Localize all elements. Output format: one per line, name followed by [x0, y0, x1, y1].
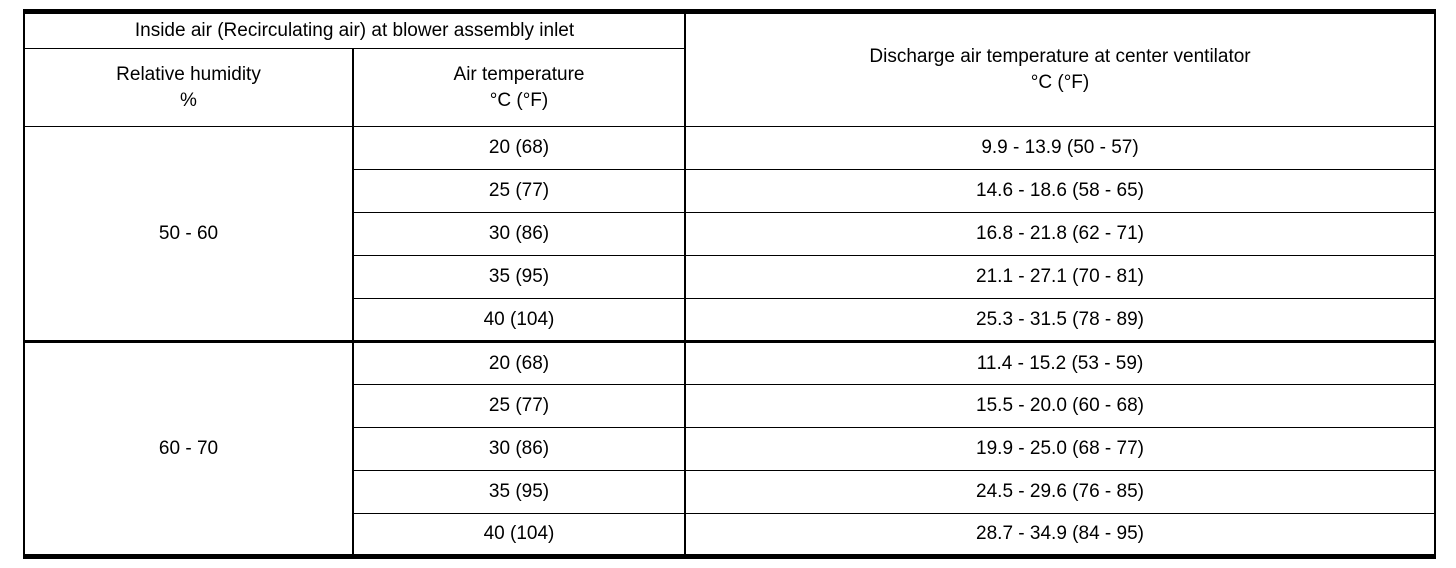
discharge-cell: 25.3 - 31.5 (78 - 89) — [684, 298, 1437, 342]
header-airtemp: Air temperature °C (°F) — [351, 48, 687, 127]
header-discharge: Discharge air temperature at center vent… — [684, 11, 1437, 127]
table-row: 40 (104) 25.3 - 31.5 (78 - 89) — [24, 298, 1437, 342]
discharge-cell: 24.5 - 29.6 (76 - 85) — [684, 470, 1437, 514]
temperature-spec-table: Inside air (Recirculating air) at blower… — [22, 9, 1437, 559]
airtemp-cell: 35 (95) — [351, 255, 687, 299]
header-airtemp-title: Air temperature — [453, 63, 585, 85]
airtemp-cell: 20 (68) — [351, 340, 687, 385]
header-row-columns: Relative humidity % Air temperature °C (… — [23, 48, 1435, 127]
discharge-cell: 19.9 - 25.0 (68 - 77) — [684, 427, 1437, 471]
discharge-cell: 14.6 - 18.6 (58 - 65) — [684, 169, 1437, 213]
discharge-cell: 15.5 - 20.0 (60 - 68) — [684, 384, 1437, 428]
header-discharge-title: Discharge air temperature at center vent… — [869, 46, 1251, 68]
airtemp-cell: 40 (104) — [351, 513, 687, 557]
header-row-group: Inside air (Recirculating air) at blower… — [22, 11, 1437, 127]
table-row: 30 (86) 19.9 - 25.0 (68 - 77) — [24, 427, 1437, 471]
airtemp-cell: 25 (77) — [351, 384, 687, 428]
humidity-cell: 50 - 60 — [23, 126, 354, 342]
discharge-cell: 21.1 - 27.1 (70 - 81) — [684, 255, 1437, 299]
discharge-cell: 9.9 - 13.9 (50 - 57) — [684, 126, 1437, 170]
table-row: 35 (95) 21.1 - 27.1 (70 - 81) — [24, 255, 1437, 299]
table-row: 60 - 70 20 (68) 11.4 - 15.2 (53 - 59) — [23, 340, 1437, 557]
header-humidity-unit: % — [180, 89, 197, 111]
discharge-cell: 16.8 - 21.8 (62 - 71) — [684, 212, 1437, 256]
humidity-cell: 60 - 70 — [23, 340, 354, 557]
header-humidity-title: Relative humidity — [116, 63, 261, 85]
header-discharge-unit: °C (°F) — [1030, 72, 1090, 93]
table-row: 30 (86) 16.8 - 21.8 (62 - 71) — [24, 212, 1437, 256]
discharge-cell: 11.4 - 15.2 (53 - 59) — [684, 340, 1437, 385]
airtemp-cell: 25 (77) — [351, 169, 687, 213]
table-row: 40 (104) 28.7 - 34.9 (84 - 95) — [24, 513, 1437, 557]
header-humidity: Relative humidity % — [23, 48, 354, 127]
airtemp-cell: 35 (95) — [351, 470, 687, 514]
table-row: 35 (95) 24.5 - 29.6 (76 - 85) — [24, 470, 1437, 514]
header-airtemp-unit: °C (°F) — [489, 89, 549, 111]
airtemp-cell: 40 (104) — [351, 298, 687, 342]
header-inside-air: Inside air (Recirculating air) at blower… — [22, 11, 687, 49]
table-row: 25 (77) 14.6 - 18.6 (58 - 65) — [24, 169, 1437, 213]
airtemp-cell: 30 (86) — [351, 427, 687, 471]
discharge-cell: 28.7 - 34.9 (84 - 95) — [684, 513, 1437, 557]
airtemp-cell: 20 (68) — [351, 126, 687, 170]
airtemp-cell: 30 (86) — [351, 212, 687, 256]
table-row: 50 - 60 20 (68) 9.9 - 13.9 (50 - 57) — [23, 126, 1437, 342]
